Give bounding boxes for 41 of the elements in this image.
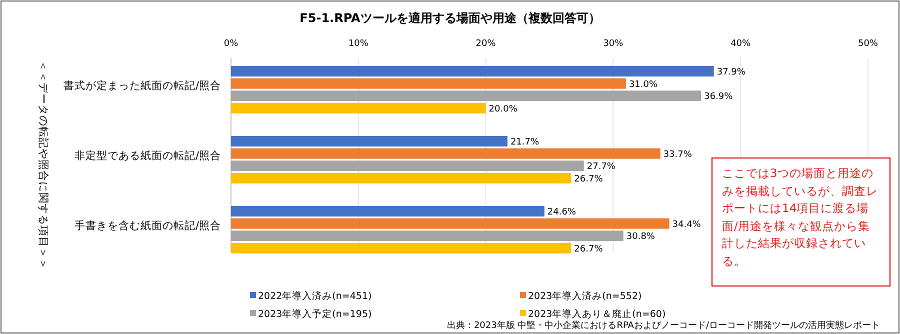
data-label: 33.7% [663, 150, 692, 160]
data-label: 20.0% [488, 104, 518, 114]
data-label: 30.8% [626, 232, 656, 242]
data-label: 24.6% [547, 208, 576, 218]
bar [231, 218, 670, 229]
bar [231, 66, 714, 76]
bar [231, 160, 584, 172]
y-axis-title: ＜＜データの転記や照合に関する項目＞＞ [37, 60, 50, 270]
bar [231, 136, 508, 146]
bar [231, 242, 572, 254]
x-tick-label: 40% [730, 39, 752, 49]
x-tick-label: 20% [476, 39, 496, 49]
annotation: ここでは3つの場面と用途のみを掲載しているが、調査レポートには14項目に渡る場面/用途を様々な観点から集計した結果が収録されている。 [721, 165, 879, 270]
data-label: 26.7% [574, 174, 604, 184]
source-note: 出典：2023年版 中堅・中小企業におけるRPAおよびノーコード/ローコード開発ツールの活用実態レポート [446, 320, 880, 331]
x-tick-label: 0% [224, 39, 239, 49]
data-label: 26.7% [574, 244, 604, 254]
bar [231, 172, 572, 184]
bar [231, 90, 702, 102]
x-tick-label: 50% [858, 39, 878, 49]
data-label: 31.0% [628, 80, 658, 90]
bar [231, 148, 660, 159]
y-tick-label: 手書きを含む紙面の転記/照合 [74, 219, 221, 232]
x-tick-label: 30% [603, 39, 624, 49]
bar [231, 230, 624, 242]
data-label: 34.4% [672, 220, 702, 230]
bar [231, 78, 626, 89]
data-label: 27.7% [586, 162, 616, 172]
legend-label: 2023年導入予定(n=195) [258, 308, 372, 320]
y-tick-label: 書式が定まった紙面の転記/照合 [63, 79, 221, 92]
y-tick-label: 非定型である紙面の転記/照合 [74, 149, 221, 162]
bar [231, 102, 486, 114]
data-label: 21.7% [510, 138, 540, 148]
bar [231, 206, 544, 216]
x-tick-label: 10% [348, 39, 369, 49]
data-label: 36.9% [704, 92, 734, 102]
chart-title: F5-1.RPAツールを適用する場面や用途（複数回答可） [300, 11, 600, 25]
legend-label: 2022年導入済み(n=451) [258, 290, 372, 302]
legend-label: 2023年導入あり＆廃止(n=60) [528, 308, 666, 320]
data-label: 37.9% [716, 68, 746, 78]
legend-label: 2023年導入済み(n=552) [528, 290, 642, 302]
